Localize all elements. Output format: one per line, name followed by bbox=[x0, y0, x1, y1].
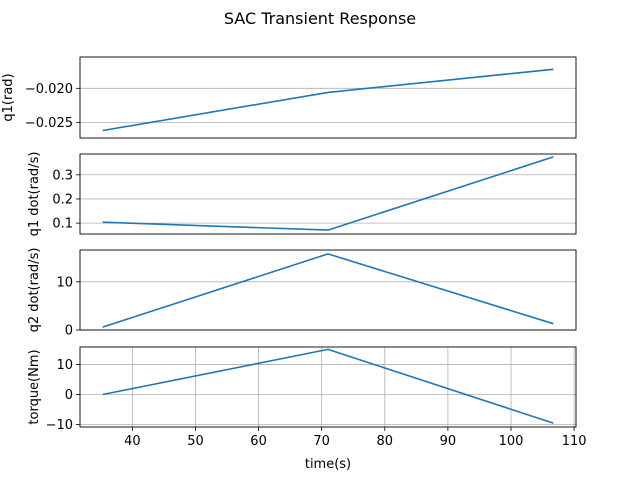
y-axis-label: q1(rad) bbox=[1, 73, 16, 121]
series-line bbox=[102, 68, 554, 132]
figure-title: SAC Transient Response bbox=[224, 9, 416, 28]
y-tick-label-2: −0.020 bbox=[25, 82, 73, 97]
axes-frame bbox=[79, 56, 577, 139]
series-line bbox=[102, 156, 554, 231]
series-line bbox=[102, 253, 554, 328]
axes-frame bbox=[79, 249, 577, 331]
x-tick-label-6: 90 bbox=[440, 434, 457, 449]
subplot-1: −0.025 −0.020 q1(rad) bbox=[1, 56, 577, 139]
x-tick-label-1: 40 bbox=[124, 434, 141, 449]
subplot-3: 0 10 q2 dot(rad/s) bbox=[27, 248, 577, 339]
subplots: −0.025 −0.020 q1(rad) 0.1 0.2 0.3 q1 dot(rad/s… bbox=[1, 56, 587, 449]
subplot-2: 0.1 0.2 0.3 q1 dot(rad/s) bbox=[27, 152, 577, 237]
axes-frame bbox=[79, 346, 577, 428]
x-tick-label-3: 60 bbox=[250, 434, 267, 449]
x-tick-label-7: 100 bbox=[499, 434, 524, 449]
x-axis-label: time(s) bbox=[305, 457, 351, 472]
y-tick-label-1: 0.1 bbox=[52, 217, 73, 232]
x-tick-label-4: 70 bbox=[313, 434, 330, 449]
x-tick-label-5: 80 bbox=[377, 434, 394, 449]
axes-frame bbox=[79, 153, 577, 235]
y-tick-label-1: 0 bbox=[65, 324, 73, 339]
series-line bbox=[102, 348, 554, 424]
y-tick-label-2: 10 bbox=[56, 275, 73, 290]
y-tick-label-3: 0.3 bbox=[52, 168, 73, 183]
y-axis-label: q2 dot(rad/s) bbox=[27, 248, 42, 333]
y-tick-label-3: 10 bbox=[56, 358, 73, 373]
y-axis-label: torque(Nm) bbox=[27, 349, 42, 424]
x-tick-label-2: 50 bbox=[187, 434, 204, 449]
subplot-4: −10 0 10 torque(Nm) 40 50 60 70 80 90 100 110 bbox=[27, 346, 587, 449]
y-tick-label-2: 0 bbox=[65, 388, 73, 403]
y-axis-label: q1 dot(rad/s) bbox=[27, 152, 42, 237]
y-tick-label-2: 0.2 bbox=[52, 192, 73, 207]
x-tick-label-8: 110 bbox=[562, 434, 587, 449]
y-tick-label-1: −0.025 bbox=[25, 116, 73, 131]
y-tick-label-1: −10 bbox=[46, 418, 73, 433]
